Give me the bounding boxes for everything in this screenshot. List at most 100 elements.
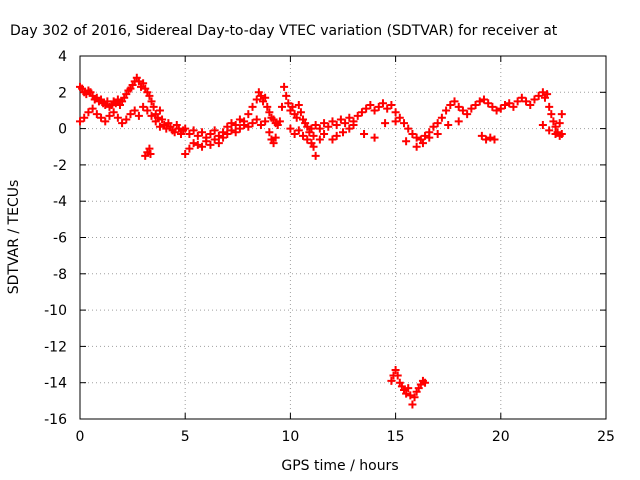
data-point xyxy=(522,97,531,106)
data-point xyxy=(193,140,202,149)
data-point xyxy=(557,110,566,119)
data-point xyxy=(362,104,371,113)
x-tick-label: 25 xyxy=(597,429,615,445)
data-point xyxy=(547,110,556,119)
data-point xyxy=(315,135,324,144)
x-tick-label: 10 xyxy=(281,429,299,445)
data-point xyxy=(404,384,413,393)
data-point xyxy=(433,130,442,139)
data-point xyxy=(551,122,560,131)
data-point xyxy=(421,378,430,387)
data-point xyxy=(265,128,274,137)
data-point xyxy=(446,101,455,110)
data-point xyxy=(393,371,402,380)
data-point xyxy=(383,104,392,113)
data-point xyxy=(490,135,499,144)
data-point xyxy=(147,97,156,106)
data-point xyxy=(387,101,396,110)
y-tick-label: -12 xyxy=(44,339,67,355)
data-point xyxy=(408,400,417,409)
data-point xyxy=(526,101,535,110)
data-point xyxy=(303,122,312,131)
data-point xyxy=(410,393,419,402)
data-point xyxy=(76,117,84,126)
data-point xyxy=(404,124,413,133)
data-point xyxy=(286,124,295,133)
data-point xyxy=(471,101,480,110)
data-point xyxy=(97,113,106,122)
data-point xyxy=(307,124,316,133)
data-point xyxy=(202,137,211,146)
data-point xyxy=(406,391,415,400)
data-point xyxy=(534,91,543,100)
data-point xyxy=(412,133,421,142)
data-point xyxy=(92,110,101,119)
data-point xyxy=(477,131,486,140)
data-point xyxy=(147,111,156,120)
data-point xyxy=(155,106,164,115)
data-point xyxy=(381,119,390,128)
data-point xyxy=(227,126,236,135)
data-point xyxy=(309,131,318,140)
data-point xyxy=(214,131,223,140)
data-point xyxy=(501,101,510,110)
data-point xyxy=(408,130,417,139)
data-point xyxy=(454,117,463,126)
data-point xyxy=(248,102,257,111)
data-point xyxy=(513,97,522,106)
series-main-band xyxy=(76,73,566,144)
data-point xyxy=(113,95,122,104)
data-point xyxy=(479,95,488,104)
data-point xyxy=(488,102,497,111)
x-axis-label: GPS time / hours xyxy=(281,458,398,474)
data-point xyxy=(170,128,179,137)
data-point xyxy=(482,135,491,144)
data-point xyxy=(290,130,299,139)
data-point xyxy=(145,144,154,153)
data-point xyxy=(214,139,223,148)
data-point xyxy=(425,133,434,142)
data-point xyxy=(139,102,148,111)
data-point xyxy=(484,99,493,108)
data-point xyxy=(339,128,347,137)
data-point xyxy=(463,110,472,119)
data-point xyxy=(475,97,484,106)
data-point xyxy=(341,119,350,128)
y-tick-label: -14 xyxy=(44,376,67,392)
data-point xyxy=(345,124,354,133)
y-tick-label: -8 xyxy=(53,267,67,283)
data-point xyxy=(549,117,558,126)
data-point xyxy=(244,122,253,131)
data-point xyxy=(248,119,257,128)
data-point xyxy=(294,101,303,110)
data-point xyxy=(370,133,379,142)
data-point xyxy=(360,130,369,139)
data-point xyxy=(288,102,297,111)
data-point xyxy=(442,106,451,115)
data-point xyxy=(181,124,190,133)
data-point xyxy=(320,130,329,139)
data-point xyxy=(378,99,387,108)
data-point xyxy=(538,88,547,97)
data-point xyxy=(271,133,280,142)
data-point xyxy=(538,120,547,129)
data-point xyxy=(294,126,303,135)
data-point xyxy=(555,119,564,128)
data-point xyxy=(210,135,219,144)
data-point xyxy=(282,91,291,100)
data-point xyxy=(145,91,154,100)
x-axis: 0 5 10 15 20 25 xyxy=(76,56,615,445)
data-point xyxy=(349,120,358,129)
data-point xyxy=(450,97,459,106)
data-point xyxy=(275,117,284,126)
data-point xyxy=(402,389,411,398)
data-point xyxy=(256,91,265,100)
data-point xyxy=(235,124,244,133)
data-point xyxy=(345,113,354,122)
y-tick-label: -6 xyxy=(53,231,67,247)
data-point xyxy=(543,90,552,99)
data-point xyxy=(311,120,320,129)
data-point xyxy=(395,113,404,122)
data-point xyxy=(143,106,152,115)
